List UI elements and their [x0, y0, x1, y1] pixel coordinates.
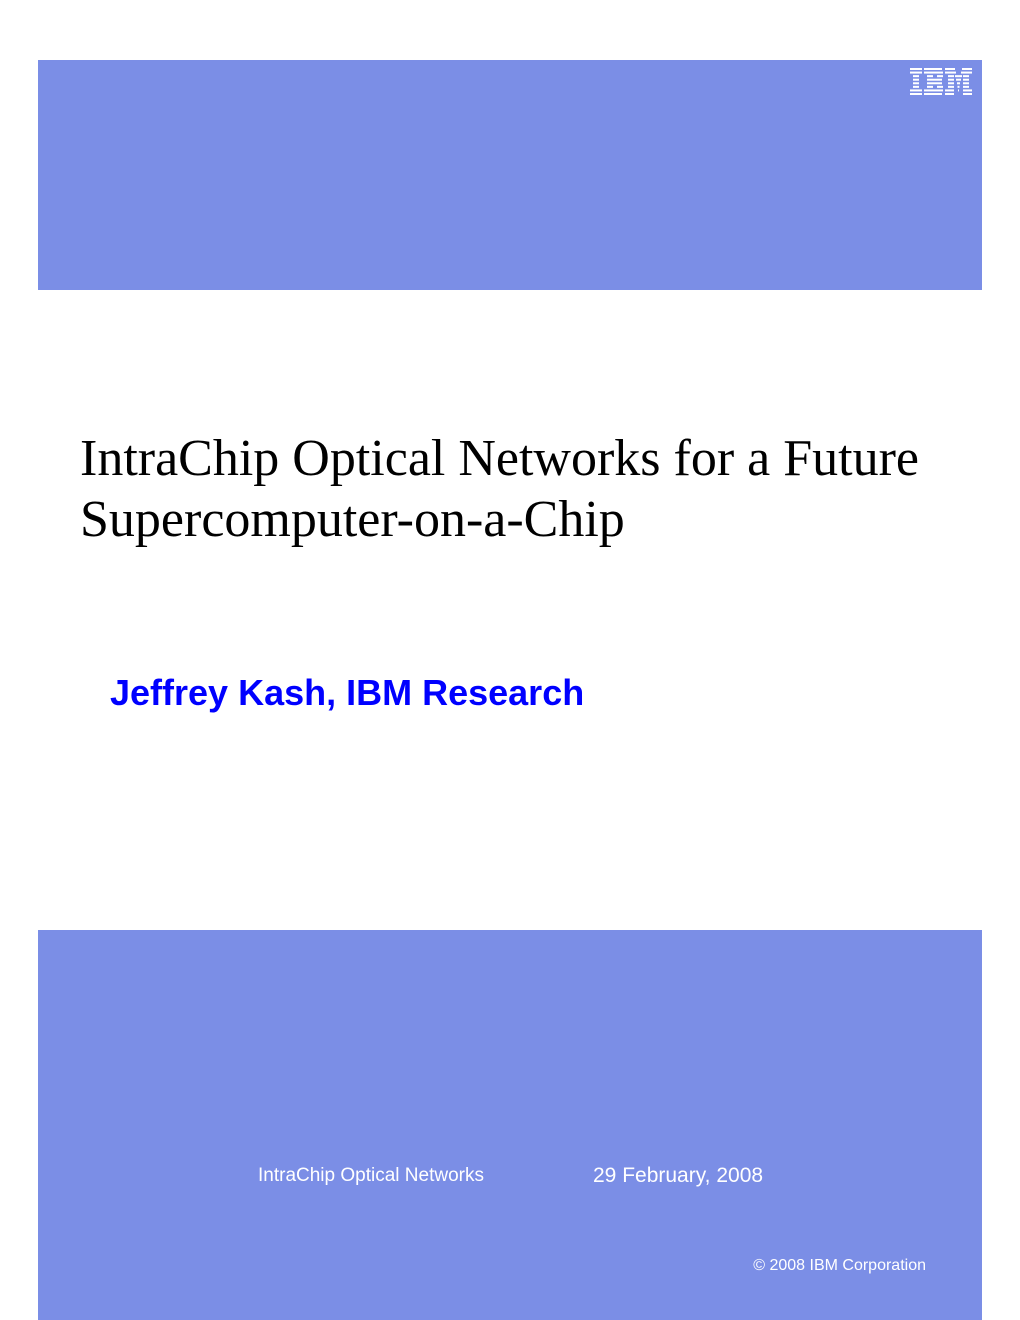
- footer-band: IntraChip Optical Networks 29 February, …: [38, 930, 982, 1320]
- slide-author: Jeffrey Kash, IBM Research: [110, 672, 584, 714]
- slide-title: IntraChip Optical Networks for a Future …: [80, 428, 940, 551]
- footer-left-text: IntraChip Optical Networks: [258, 1165, 484, 1187]
- ibm-logo: [910, 68, 972, 95]
- header-band: [38, 60, 982, 290]
- footer-copyright: © 2008 IBM Corporation: [753, 1257, 926, 1275]
- footer-date: 29 February, 2008: [593, 1164, 763, 1188]
